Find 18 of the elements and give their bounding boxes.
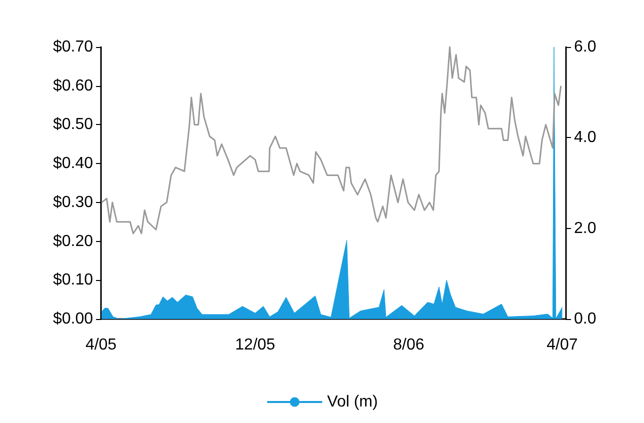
y2-tick-label: 4.0 (574, 129, 596, 146)
y-tick-label: $0.40 (52, 155, 94, 172)
y-tick-label: $0.70 (52, 38, 94, 56)
y-tick-label: $0.20 (52, 232, 94, 250)
line-series (100, 46, 562, 234)
y-tick-label: $0.60 (52, 77, 94, 94)
x-tick-label: 8/06 (393, 336, 424, 354)
y-tick-label: $0.10 (52, 272, 94, 289)
x-tick-label: 12/05 (235, 336, 276, 354)
y-tick-label: $0.30 (52, 194, 94, 211)
y-tick-label: $0.50 (52, 116, 94, 134)
x-tick-label: 4/05 (85, 336, 117, 354)
x-tick-label: 4/07 (546, 336, 578, 354)
y-tick-label: $0.00 (52, 310, 94, 328)
y2-tick-label: 6.0 (574, 38, 596, 56)
y2-tick-label: 2.0 (574, 220, 596, 237)
y2-tick-label: 0.0 (574, 310, 596, 328)
legend-label: Vol (m) (327, 394, 378, 410)
